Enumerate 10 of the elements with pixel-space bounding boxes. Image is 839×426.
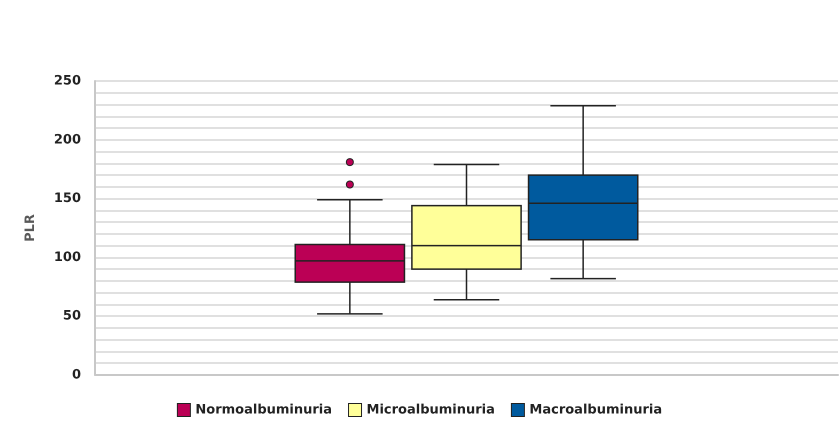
legend-label: Normoalbuminuria bbox=[195, 402, 332, 418]
y-tick-label: 50 bbox=[62, 308, 81, 324]
y-tick-label: 200 bbox=[54, 132, 81, 148]
y-tick-label: 0 bbox=[72, 368, 81, 382]
y-axis-title: PLR bbox=[23, 214, 38, 242]
y-tick-label: 150 bbox=[54, 191, 81, 206]
legend-label: Microalbuminuria bbox=[366, 402, 495, 418]
y-tick-label: 100 bbox=[54, 250, 81, 265]
y-tick-label: 250 bbox=[54, 74, 81, 88]
legend-label: Macroalbuminuria bbox=[529, 402, 662, 418]
